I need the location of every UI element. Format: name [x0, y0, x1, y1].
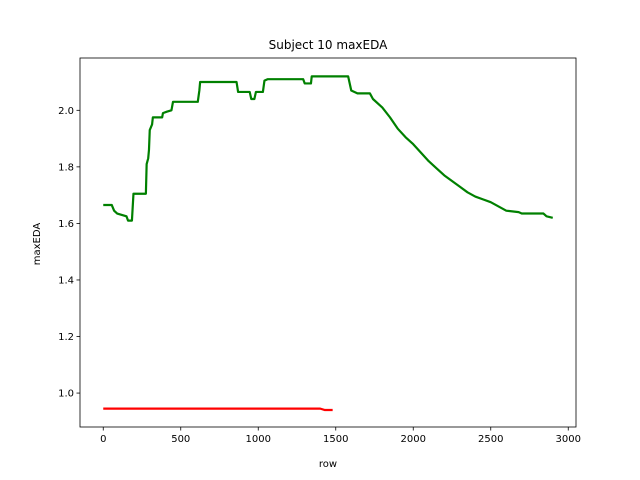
- y-axis-label: maxEDA: [32, 223, 43, 266]
- y-tick-label: 1.6: [58, 219, 74, 230]
- y-tick-label: 1.0: [58, 389, 74, 400]
- x-axis: 0 500 1000 1500 2000 2500 3000: [100, 427, 581, 445]
- y-tick-label: 1.4: [58, 275, 74, 286]
- y-axis: 1.0 1.2 1.4 1.6 1.8 2.0: [58, 106, 80, 400]
- series-line-1: [103, 75, 553, 222]
- series-line-2: [103, 407, 333, 412]
- plot-area: [79, 57, 577, 428]
- y-tick-label: 1.2: [58, 332, 74, 343]
- x-tick-label: 2500: [478, 434, 503, 445]
- x-tick-label: 0: [100, 434, 106, 445]
- x-tick-label: 3000: [556, 434, 581, 445]
- chart-title: Subject 10 maxEDA: [269, 38, 389, 52]
- x-axis-label: row: [319, 459, 337, 470]
- x-tick-label: 500: [171, 434, 190, 445]
- x-tick-label: 1000: [246, 434, 271, 445]
- x-tick-label: 1500: [323, 434, 348, 445]
- y-tick-label: 2.0: [58, 106, 74, 117]
- y-tick-label: 1.8: [58, 162, 74, 173]
- plot-frame: [79, 57, 577, 428]
- x-tick-label: 2000: [401, 434, 426, 445]
